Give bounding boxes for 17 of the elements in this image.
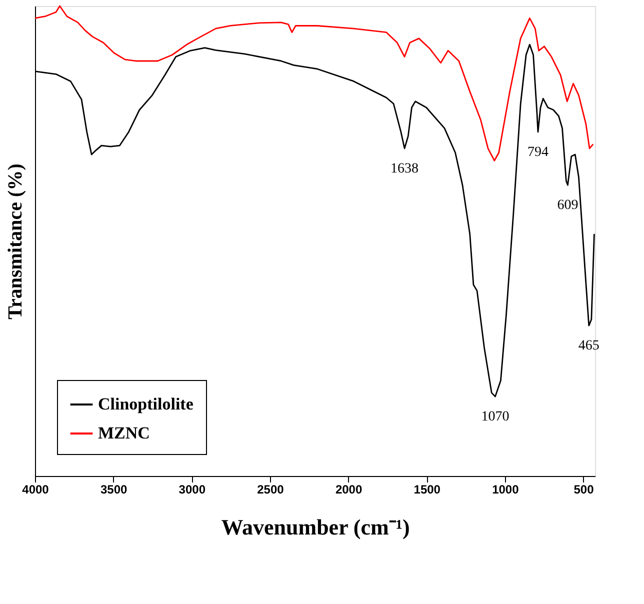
annotation: 1638 — [390, 161, 419, 176]
x-tick-label: 3500 — [100, 482, 128, 496]
annotation: 794 — [527, 144, 548, 160]
x-tick-label: 1000 — [492, 482, 520, 496]
y-axis-title: Transmitance (%) — [4, 164, 26, 320]
x-tick-label: 500 — [574, 482, 594, 496]
x-axis-title: Wavenumber (cm⁻¹) — [221, 514, 410, 540]
annotation: 1070 — [481, 410, 510, 425]
annotation: 609 — [557, 198, 578, 214]
legend-label: MZNC — [98, 424, 150, 442]
x-tick-label: 2500 — [257, 482, 284, 496]
annotation: 465 — [578, 338, 600, 354]
x-tick-label: 1500 — [414, 482, 441, 496]
x-tick-label: 4000 — [22, 482, 50, 496]
x-tick-label: 2000 — [335, 482, 362, 496]
x-tick-label: 3000 — [178, 482, 206, 496]
legend-label: Clinoptilolite — [98, 394, 194, 414]
